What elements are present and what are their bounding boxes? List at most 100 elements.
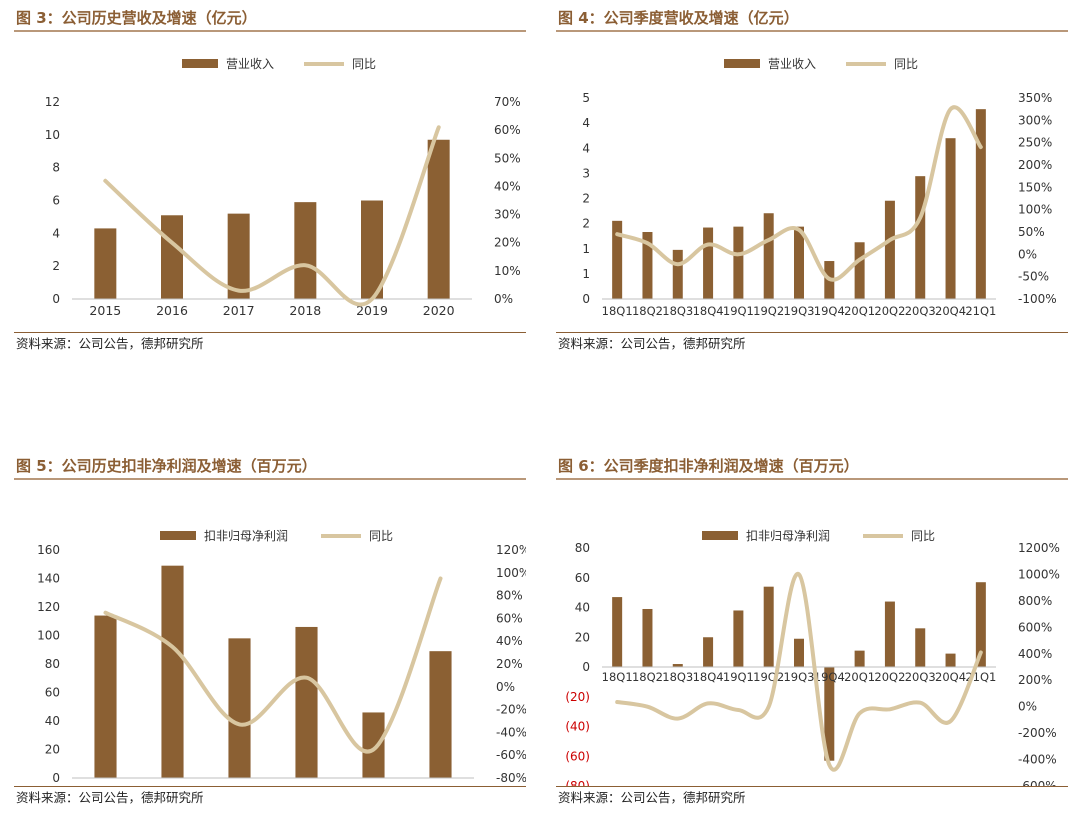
y-left-tick-label: 4 bbox=[52, 226, 60, 240]
y-left-tick-label: 100 bbox=[37, 629, 60, 643]
y-right-tick-label: 120% bbox=[496, 543, 526, 557]
line-series bbox=[615, 572, 983, 772]
line-series bbox=[103, 125, 441, 307]
x-tick-label: 20Q4 bbox=[935, 670, 966, 684]
y-left-tick-label: 160 bbox=[37, 543, 60, 557]
x-tick-label: 20Q1 bbox=[844, 670, 875, 684]
y-left-tick-label: 0 bbox=[582, 292, 590, 306]
bar bbox=[642, 608, 653, 667]
bar bbox=[733, 226, 744, 299]
y-right-tick-label: 100% bbox=[496, 566, 526, 580]
legend-line-label: 同比 bbox=[352, 57, 376, 71]
y-right-tick-label: -20% bbox=[496, 703, 526, 717]
source-note: 资料来源：公司公告，德邦研究所 bbox=[14, 332, 526, 355]
y-right-tick-label: 40% bbox=[496, 634, 523, 648]
y-left-tick-label: 140 bbox=[37, 572, 60, 586]
y-right-tick-label: 600% bbox=[1018, 620, 1052, 634]
y-right-tick-label: -200% bbox=[1018, 726, 1057, 740]
chart-svg: 营业收入 同比 0 1 1 2 2 3 4 4 5 -100% -50% 0% 50% 100% 150% 200… bbox=[582, 57, 1056, 318]
y-left-tick-label: (40) bbox=[565, 720, 590, 734]
y-left-tick-label: 0 bbox=[582, 660, 590, 674]
y-right-tick-label: 60% bbox=[496, 611, 523, 625]
y-right-tick-label: -80% bbox=[496, 771, 526, 785]
y-right-tick-label: 50% bbox=[1018, 225, 1045, 239]
legend-bar-label: 扣非归母净利润 bbox=[204, 529, 288, 543]
y-left-tick-label: 1 bbox=[582, 267, 590, 281]
bar bbox=[703, 637, 714, 667]
legend-bar-label: 扣非归母净利润 bbox=[746, 529, 830, 543]
y-left-tick-label: 80 bbox=[45, 657, 60, 671]
x-tick-label: 2017 bbox=[224, 784, 256, 786]
chart-title: 图 6：公司季度扣非净利润及增速（百万元） bbox=[556, 454, 1068, 480]
bar bbox=[854, 650, 865, 667]
chart-title: 图 3：公司历史营收及增速（亿元） bbox=[14, 6, 526, 32]
y-right-tick-label: 400% bbox=[1018, 647, 1052, 661]
y-left-tick-label: 4 bbox=[582, 116, 590, 130]
x-tick-label: 19Q4 bbox=[814, 670, 845, 684]
y-right-tick-label: 1000% bbox=[1018, 567, 1060, 581]
x-tick-label: 2016 bbox=[156, 303, 188, 318]
bar bbox=[161, 215, 183, 299]
x-tick-label: 2018 bbox=[289, 303, 321, 318]
chart-panel-2: 图 4：公司季度营收及增速（亿元） 营业收入 同比 0 1 1 2 2 3 4 4 5 -100% -5… bbox=[556, 6, 1068, 355]
x-tick-label: 19Q1 bbox=[723, 670, 754, 684]
bar bbox=[945, 653, 956, 667]
bar bbox=[672, 664, 683, 667]
legend-bar-label: 营业收入 bbox=[226, 57, 274, 71]
y-left-tick-label: 40 bbox=[575, 601, 590, 615]
legend-line-label: 同比 bbox=[911, 529, 935, 543]
y-left-tick-label: 6 bbox=[52, 194, 60, 208]
bar bbox=[824, 667, 835, 761]
bar bbox=[975, 109, 986, 300]
y-left-tick-label: 20 bbox=[575, 630, 590, 644]
x-tick-label: 19Q3 bbox=[783, 304, 814, 318]
x-tick-label: 20Q2 bbox=[874, 670, 905, 684]
y-right-tick-label: 0% bbox=[496, 680, 515, 694]
y-left-tick-label: 2 bbox=[52, 259, 60, 273]
bar bbox=[793, 638, 805, 667]
x-tick-label: 2017 bbox=[223, 303, 255, 318]
y-right-tick-label: -400% bbox=[1018, 753, 1057, 767]
bar bbox=[672, 249, 683, 299]
bar bbox=[294, 202, 317, 299]
x-tick-label: 18Q1 bbox=[602, 304, 633, 318]
y-right-tick-label: 70% bbox=[494, 95, 521, 109]
x-tick-label: 20Q4 bbox=[935, 304, 966, 318]
y-right-tick-label: 200% bbox=[1018, 673, 1052, 687]
y-right-tick-label: 40% bbox=[494, 179, 521, 193]
legend-bar-swatch bbox=[724, 59, 760, 68]
x-tick-label: 18Q2 bbox=[632, 304, 663, 318]
bar bbox=[763, 586, 774, 667]
y-right-tick-label: 800% bbox=[1018, 594, 1052, 608]
bar bbox=[884, 200, 895, 299]
x-tick-label: 18Q2 bbox=[632, 670, 663, 684]
legend: 扣非归母净利润 同比 bbox=[702, 529, 935, 543]
bar bbox=[793, 226, 805, 299]
y-right-tick-label: 250% bbox=[1018, 136, 1052, 150]
x-tick-label: 19Q2 bbox=[753, 304, 784, 318]
bar bbox=[703, 227, 714, 299]
source-note: 资料来源：公司公告，德邦研究所 bbox=[14, 786, 526, 809]
chart-svg: 扣非归母净利润 同比 (80) (60) (40) (20) 0 20 40 60 80 -600% -… bbox=[565, 529, 1060, 786]
bar bbox=[884, 601, 895, 667]
y-right-tick-label: 30% bbox=[494, 208, 521, 222]
y-left-tick-label: 3 bbox=[582, 166, 590, 180]
x-tick-label: 2019 bbox=[356, 303, 388, 318]
y-right-tick-label: 80% bbox=[496, 589, 523, 603]
source-note: 资料来源：公司公告，德邦研究所 bbox=[556, 786, 1068, 809]
x-tick-label: 18Q1 bbox=[602, 670, 633, 684]
x-tick-label: 18Q3 bbox=[662, 670, 693, 684]
bar bbox=[612, 220, 623, 299]
x-tick-label: 2018 bbox=[291, 784, 323, 786]
y-right-tick-label: -50% bbox=[1018, 270, 1049, 284]
y-left-tick-label: 60 bbox=[45, 686, 60, 700]
y-right-tick-label: 200% bbox=[1018, 158, 1052, 172]
legend: 扣非归母净利润 同比 bbox=[160, 529, 393, 543]
y-left-tick-label: 8 bbox=[52, 161, 60, 175]
line-series bbox=[615, 105, 983, 282]
bar bbox=[427, 139, 450, 299]
bar bbox=[763, 213, 774, 299]
bar bbox=[733, 610, 744, 667]
y-left-tick-label: 2 bbox=[582, 192, 590, 206]
x-tick-label: 2015 bbox=[90, 784, 122, 786]
